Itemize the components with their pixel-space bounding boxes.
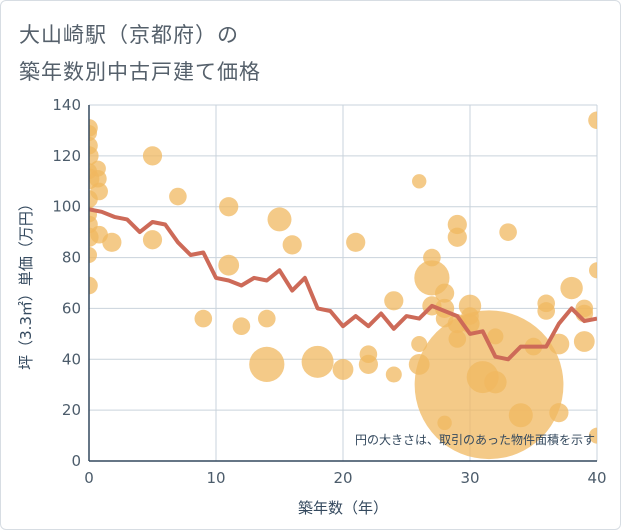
data-point — [142, 230, 163, 250]
axes — [88, 105, 597, 462]
data-point — [385, 366, 402, 383]
y-tick-label: 20 — [62, 401, 81, 419]
data-point — [484, 370, 507, 394]
x-tick-label: 0 — [84, 469, 94, 487]
y-tick-label: 0 — [71, 452, 81, 470]
data-point — [301, 345, 334, 378]
data-point — [267, 207, 292, 232]
data-point — [219, 197, 239, 217]
data-point — [332, 359, 354, 380]
chart-title-line-1: 大山崎駅（京都府）の — [19, 23, 239, 47]
data-point — [90, 225, 108, 244]
data-point — [549, 403, 569, 423]
data-point — [537, 302, 555, 320]
data-point — [258, 309, 276, 328]
data-point — [89, 136, 98, 155]
data-point — [359, 345, 378, 364]
data-point — [194, 309, 213, 328]
data-point — [411, 336, 428, 353]
y-tick-label: 140 — [52, 96, 81, 114]
data-point — [560, 276, 583, 300]
data-point — [142, 146, 163, 166]
y-tick-label: 120 — [52, 147, 81, 165]
data-point — [384, 291, 404, 311]
x-tick-label: 40 — [587, 469, 606, 487]
average-line — [89, 207, 597, 362]
x-tick-label: 20 — [333, 469, 352, 487]
data-point — [588, 111, 597, 130]
chart-title-line-2: 築年数別中古戸建て価格 — [19, 60, 261, 84]
data-point — [90, 182, 108, 201]
data-point — [218, 254, 240, 276]
data-point — [89, 247, 97, 264]
data-point — [249, 346, 285, 382]
x-tick-label: 30 — [460, 469, 479, 487]
data-point — [461, 307, 479, 325]
data-point — [412, 174, 427, 189]
data-point — [346, 232, 366, 252]
data-point — [447, 227, 467, 247]
average-line-layer — [89, 207, 597, 362]
y-tick-label: 100 — [52, 198, 81, 216]
data-point — [435, 283, 455, 303]
data-point — [232, 317, 251, 336]
data-point — [508, 403, 533, 428]
data-point — [448, 330, 467, 348]
data-point — [548, 333, 570, 355]
y-axis-label: 坪（3.3㎡）単価（万円） — [17, 196, 35, 370]
data-point — [589, 427, 597, 444]
size-legend-note: 円の大きさは、取引のあった物件面積を示す — [355, 432, 595, 447]
data-point — [437, 415, 452, 431]
data-point — [423, 248, 441, 267]
data-point — [589, 262, 597, 279]
x-tick-label: 10 — [206, 469, 225, 487]
data-point — [89, 276, 98, 295]
grid-lines — [88, 104, 598, 462]
data-point — [169, 187, 187, 206]
y-tick-label: 80 — [62, 249, 81, 267]
data-point — [89, 124, 97, 141]
data-point — [408, 353, 430, 375]
data-point — [499, 223, 517, 241]
data-point — [573, 331, 595, 352]
bubble-series — [89, 111, 597, 460]
y-tick-label: 60 — [62, 299, 81, 317]
data-point — [89, 160, 106, 177]
data-point — [282, 235, 302, 255]
tick-labels: 0 20 40 60 80 100 120 140 0 10 20 30 40 — [52, 96, 606, 487]
x-axis-label: 築年数（年） — [298, 499, 388, 517]
y-tick-label: 40 — [62, 350, 81, 368]
data-point — [487, 328, 504, 345]
